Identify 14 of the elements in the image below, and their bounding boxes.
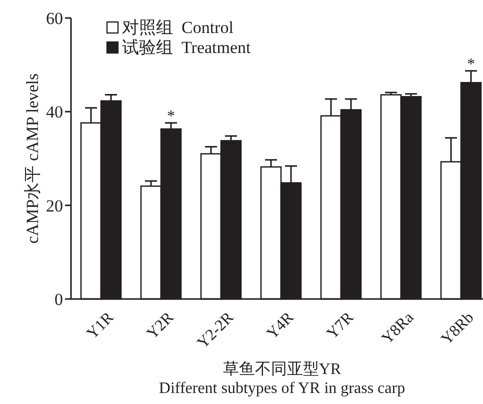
x-tick-label: Y4R bbox=[264, 308, 298, 343]
y-axis-title: cAMP水平 cAMP levels bbox=[23, 73, 42, 244]
x-tick-label: Y1R bbox=[84, 308, 118, 343]
legend-item: 对照组 Control bbox=[106, 18, 234, 37]
x-tick-label: Y7R bbox=[324, 308, 358, 343]
legend-item: 试验组 Treatment bbox=[106, 38, 251, 57]
y-tick-label: 60 bbox=[46, 9, 63, 28]
x-axis-title: 草鱼不同亚型YR Different subtypes of YR in grass carp bbox=[158, 360, 406, 397]
y-tick-label: 0 bbox=[54, 290, 63, 309]
y-tick-label: 40 bbox=[46, 102, 63, 122]
x-tick-label: Y2R bbox=[144, 308, 178, 343]
annotation: * bbox=[167, 108, 175, 125]
annotation: * bbox=[467, 56, 475, 73]
y-tick-label: 20 bbox=[46, 196, 63, 216]
